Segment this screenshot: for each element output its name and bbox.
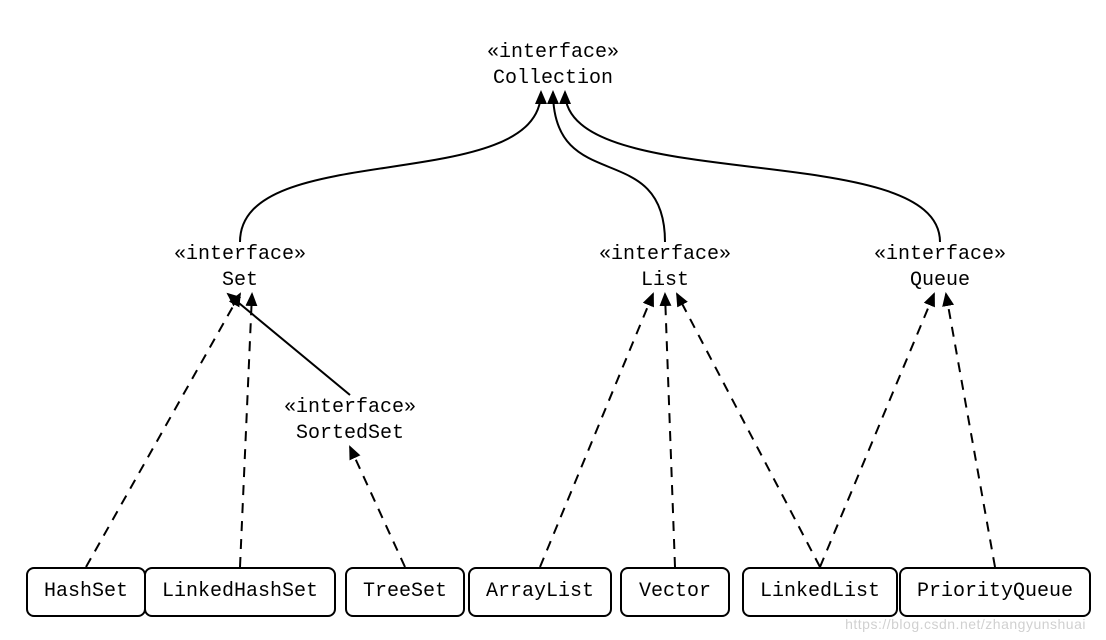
node-arraylist: ArrayList	[468, 567, 612, 617]
stereotype-label: «interface»	[473, 40, 633, 66]
edge-hashset-to-set	[86, 294, 240, 567]
stereotype-label: «interface»	[585, 242, 745, 268]
node-queue: «interface»Queue	[860, 242, 1020, 294]
node-label: SortedSet	[270, 421, 430, 447]
edge-linkedlist-to-queue	[820, 294, 934, 567]
edge-linkedhashset-to-set	[240, 294, 252, 567]
node-set: «interface»Set	[160, 242, 320, 294]
edge-vector-to-list	[665, 294, 675, 567]
node-list: «interface»List	[585, 242, 745, 294]
watermark: https://blog.csdn.net/zhangyunshuai	[845, 616, 1086, 632]
stereotype-label: «interface»	[270, 395, 430, 421]
node-collection: «interface»Collection	[473, 40, 633, 92]
stereotype-label: «interface»	[860, 242, 1020, 268]
node-linkedlist: LinkedList	[742, 567, 898, 617]
edge-sortedset-to-set	[228, 294, 350, 395]
edge-list-to-collection	[553, 92, 665, 242]
node-label: List	[585, 268, 745, 294]
node-linkedhashset: LinkedHashSet	[144, 567, 336, 617]
node-treeset: TreeSet	[345, 567, 465, 617]
node-label: Set	[160, 268, 320, 294]
edge-treeset-to-sortedset	[350, 447, 405, 567]
node-vector: Vector	[620, 567, 730, 617]
stereotype-label: «interface»	[160, 242, 320, 268]
edge-arraylist-to-list	[540, 294, 653, 567]
node-label: Queue	[860, 268, 1020, 294]
node-label: Collection	[473, 66, 633, 92]
edges-layer	[0, 0, 1106, 640]
edge-queue-to-collection	[565, 92, 940, 242]
node-sortedset: «interface»SortedSet	[270, 395, 430, 447]
edge-linkedlist-to-list	[677, 294, 820, 567]
edge-set-to-collection	[240, 92, 541, 242]
node-priorityqueue: PriorityQueue	[899, 567, 1091, 617]
edge-priorityqueue-to-queue	[946, 294, 995, 567]
node-hashset: HashSet	[26, 567, 146, 617]
